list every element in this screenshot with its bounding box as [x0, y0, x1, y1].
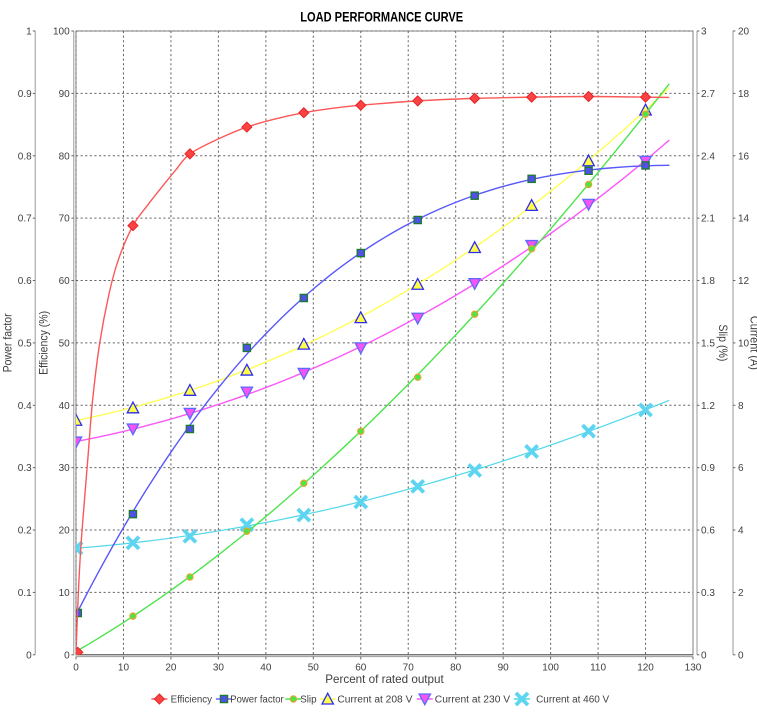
svg-text:8: 8: [738, 401, 744, 412]
svg-text:Power factor: Power factor: [230, 695, 284, 706]
svg-text:130: 130: [685, 663, 702, 674]
svg-text:18: 18: [738, 89, 750, 100]
svg-text:70: 70: [403, 663, 415, 674]
svg-text:Power factor: Power factor: [1, 313, 15, 372]
svg-text:10: 10: [59, 588, 71, 599]
svg-text:0: 0: [73, 663, 79, 674]
svg-text:Slip (%): Slip (%): [716, 324, 730, 361]
svg-text:6: 6: [738, 463, 744, 474]
svg-text:20: 20: [738, 27, 750, 38]
svg-text:Slip: Slip: [300, 695, 317, 706]
svg-text:Efficiency (%): Efficiency (%): [37, 311, 51, 375]
svg-text:Current at 460 V: Current at 460 V: [536, 695, 609, 706]
svg-text:40: 40: [59, 401, 71, 412]
svg-text:0.3: 0.3: [18, 463, 32, 474]
svg-text:50: 50: [59, 338, 71, 349]
svg-text:0: 0: [26, 650, 32, 661]
svg-text:90: 90: [498, 663, 510, 674]
svg-text:120: 120: [637, 663, 654, 674]
svg-text:3: 3: [701, 27, 707, 38]
svg-text:60: 60: [355, 663, 367, 674]
svg-text:2: 2: [738, 588, 744, 599]
svg-text:90: 90: [59, 89, 71, 100]
svg-text:16: 16: [738, 151, 750, 162]
svg-text:0.6: 0.6: [701, 526, 715, 537]
svg-text:0.3: 0.3: [701, 588, 715, 599]
svg-text:0: 0: [701, 650, 707, 661]
svg-text:4: 4: [738, 526, 744, 537]
svg-text:0.5: 0.5: [18, 338, 32, 349]
svg-text:100: 100: [53, 27, 70, 38]
svg-text:20: 20: [165, 663, 177, 674]
svg-text:2.4: 2.4: [701, 151, 715, 162]
svg-text:Efficiency: Efficiency: [171, 695, 212, 706]
svg-text:0.4: 0.4: [18, 401, 32, 412]
svg-text:Current at 208 V: Current at 208 V: [337, 695, 412, 706]
svg-text:0: 0: [738, 650, 744, 661]
svg-text:100: 100: [542, 663, 559, 674]
svg-text:70: 70: [59, 214, 71, 225]
svg-text:10: 10: [738, 338, 750, 349]
svg-text:0.6: 0.6: [18, 276, 32, 287]
svg-text:0.1: 0.1: [18, 588, 32, 599]
svg-text:110: 110: [590, 663, 606, 674]
svg-text:0.9: 0.9: [701, 463, 715, 474]
svg-text:0.2: 0.2: [18, 526, 32, 537]
svg-text:0.8: 0.8: [18, 151, 32, 162]
svg-text:50: 50: [308, 663, 320, 674]
svg-text:80: 80: [59, 151, 71, 162]
svg-text:1.2: 1.2: [701, 401, 715, 412]
svg-text:60: 60: [59, 276, 71, 287]
svg-text:10: 10: [118, 663, 130, 674]
svg-text:20: 20: [59, 526, 71, 537]
svg-text:40: 40: [260, 663, 272, 674]
svg-text:Current at 230 V: Current at 230 V: [435, 695, 511, 706]
svg-text:30: 30: [59, 463, 71, 474]
svg-text:1.5: 1.5: [701, 338, 715, 349]
svg-text:1.8: 1.8: [701, 276, 715, 287]
svg-text:80: 80: [450, 663, 462, 674]
svg-text:Percent of rated output: Percent of rated output: [325, 672, 444, 686]
svg-text:30: 30: [213, 663, 225, 674]
svg-text:1: 1: [26, 27, 32, 38]
svg-text:12: 12: [738, 276, 750, 287]
svg-text:Current (A): Current (A): [748, 316, 757, 370]
svg-text:LOAD PERFORMANCE CURVE: LOAD PERFORMANCE CURVE: [300, 10, 463, 25]
svg-text:14: 14: [738, 214, 750, 225]
svg-text:0.9: 0.9: [18, 89, 32, 100]
svg-text:2.7: 2.7: [701, 89, 715, 100]
svg-text:0.7: 0.7: [18, 214, 32, 225]
svg-text:2.1: 2.1: [701, 214, 715, 225]
svg-text:0: 0: [64, 650, 70, 661]
